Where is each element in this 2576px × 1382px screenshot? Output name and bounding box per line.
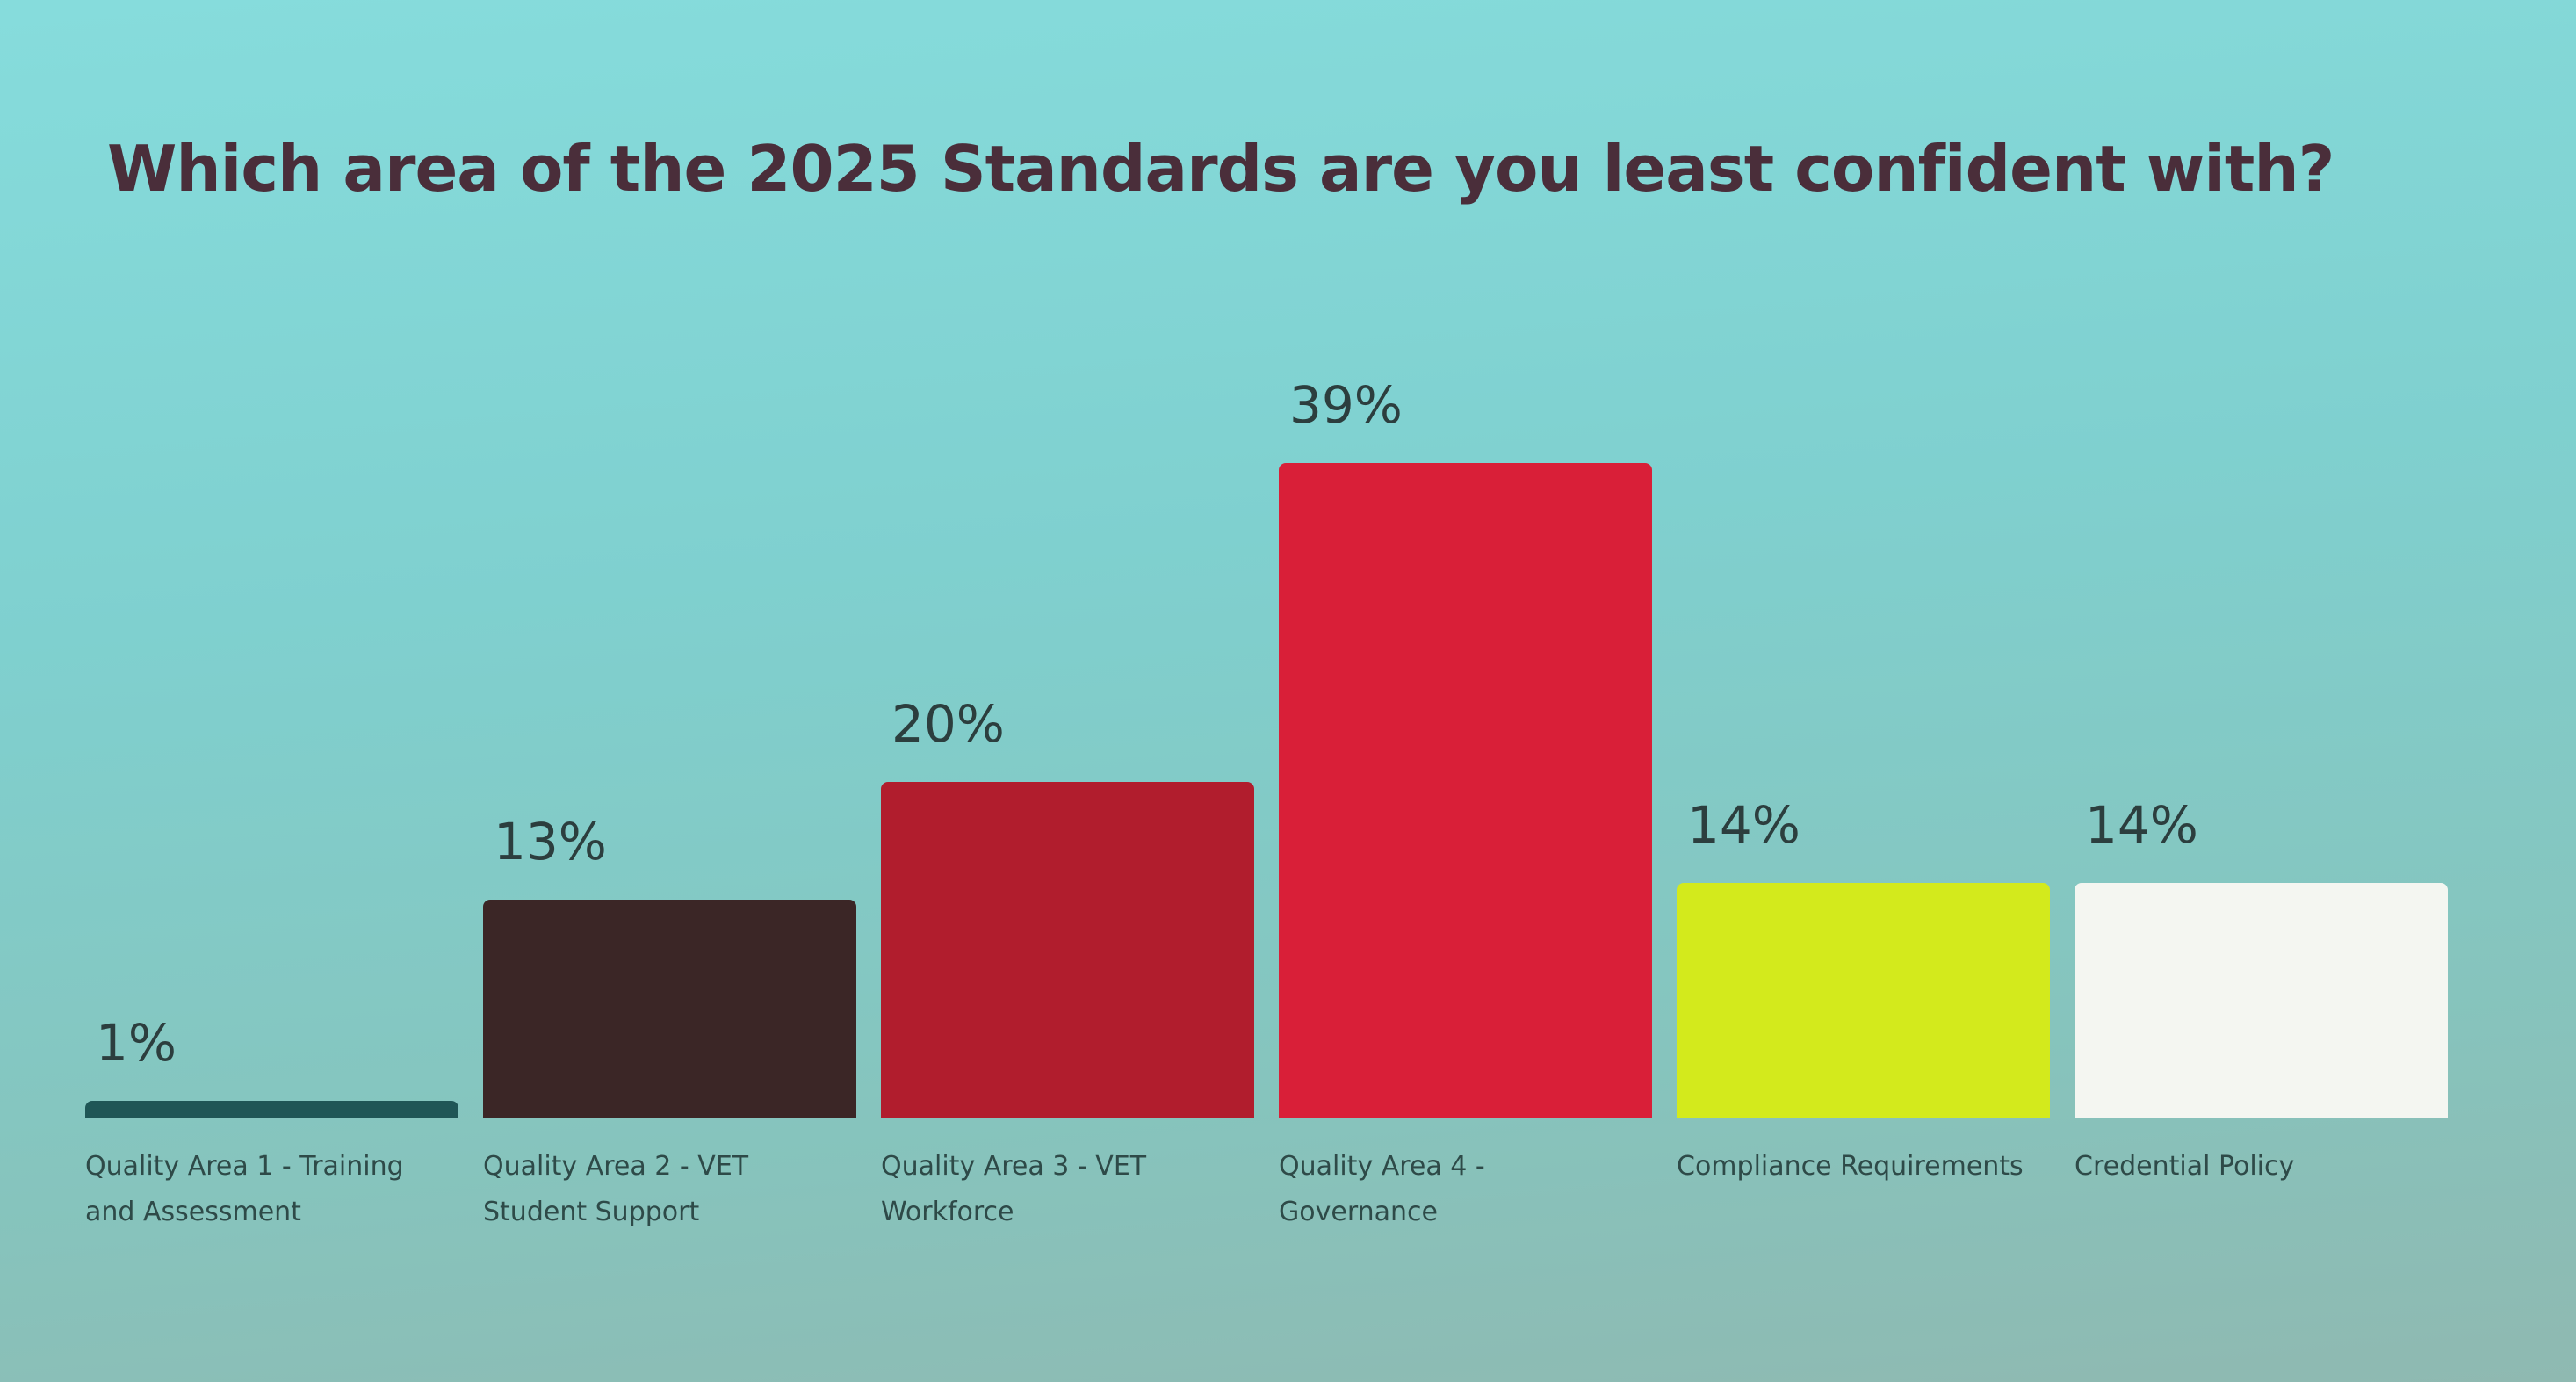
data-label: 13% <box>494 811 607 872</box>
x-tick-label: Credential Policy <box>2075 1151 2295 1182</box>
bar <box>2075 882 2448 1118</box>
data-label: 14% <box>1687 794 1800 855</box>
bar <box>1677 882 2050 1118</box>
bar <box>881 781 1254 1118</box>
bar <box>1279 463 1652 1118</box>
x-tick-label: Quality Area 1 - Training and Assessment <box>85 1151 404 1227</box>
x-tick-label: Quality Area 3 - VET Workforce <box>881 1151 1147 1227</box>
data-label: 20% <box>891 693 1005 754</box>
bar <box>85 1100 458 1118</box>
bar <box>483 899 856 1118</box>
data-label: 39% <box>1289 375 1403 435</box>
data-label: 14% <box>2085 794 2198 855</box>
chart-title: Which area of the 2025 Standards are you… <box>107 132 2334 206</box>
x-tick-label: Quality Area 2 - VET Student Support <box>483 1151 749 1227</box>
x-tick-label: Quality Area 4 - Governance <box>1279 1151 1485 1227</box>
data-label: 1% <box>96 1012 177 1073</box>
x-tick-label: Compliance Requirements <box>1677 1151 2024 1182</box>
